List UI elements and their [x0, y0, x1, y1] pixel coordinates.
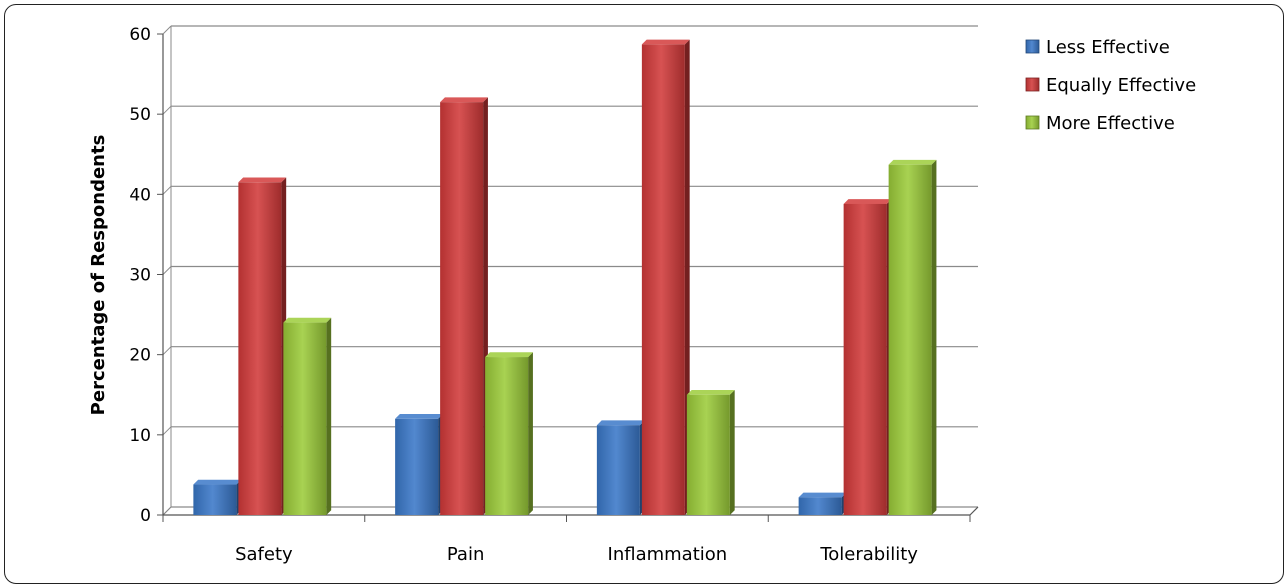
bar-top [238, 177, 287, 183]
y-tick-label: 20 [129, 346, 151, 366]
bar-side [931, 159, 937, 515]
gridline-side [162, 185, 172, 195]
legend-label: Less Effective [1046, 37, 1170, 58]
bar-front [798, 497, 842, 515]
y-tick-label: 40 [129, 185, 151, 205]
bar-top [843, 199, 892, 204]
gridline-side [162, 25, 172, 35]
y-axis-title: Percentage of Respondents [88, 135, 109, 416]
bar-front [283, 322, 327, 515]
legend-label: More Effective [1046, 113, 1175, 134]
legend-swatch [1025, 39, 1040, 54]
bar-top [440, 97, 488, 103]
gridline-side [162, 346, 172, 356]
labels: 0 10 20 30 40 50 60 Safety Pain Inflammation Toler… [88, 25, 918, 565]
bar-front [440, 102, 484, 516]
y-tick-label: 10 [129, 426, 151, 446]
legend-label: Equally Effective [1046, 75, 1196, 96]
bar-front [485, 357, 529, 515]
bar-more-effective-inflammation [686, 389, 735, 515]
bar-more-effective-safety [283, 317, 332, 515]
x-tick-label: Inflammation [608, 544, 728, 565]
bar-front [641, 44, 685, 516]
bar-top [798, 492, 847, 498]
bar-less-effective-inflammation [596, 420, 645, 515]
bar-equally-effective-inflammation [641, 39, 690, 516]
bar-more-effective-tolerability [888, 159, 937, 515]
bar-top [283, 317, 332, 323]
legend-item: Less Effective [1025, 37, 1170, 58]
bar-less-effective-pain [395, 414, 443, 515]
y-tick-label: 0 [140, 506, 151, 526]
bar-top [888, 159, 937, 165]
bar-top [641, 39, 690, 45]
gridline-side [162, 426, 172, 436]
bar-equally-effective-pain [440, 97, 488, 516]
legend-item: More Effective [1025, 113, 1175, 134]
bar-top [686, 389, 735, 395]
bar-equally-effective-tolerability [843, 199, 892, 516]
x-tick-label: Safety [235, 544, 293, 565]
x-tick-label: Pain [447, 544, 485, 565]
gridline-side [162, 266, 172, 275]
gridline-side [162, 105, 172, 115]
bar-more-effective-pain [485, 352, 533, 515]
y-tick-label: 50 [129, 105, 151, 125]
bar-front [888, 164, 932, 515]
legend-swatch [1025, 77, 1040, 92]
x-axis-depth [969, 506, 979, 516]
legend: Less Effective Equally Effective More Effe… [1025, 37, 1196, 134]
bar-top [485, 352, 533, 358]
y-tick-label: 30 [129, 266, 151, 286]
bar-less-effective-safety [193, 479, 242, 515]
bar-front [238, 182, 282, 515]
bar-less-effective-tolerability [798, 492, 847, 515]
bar-top [596, 420, 645, 426]
bar-top [193, 479, 242, 485]
bar-front [193, 484, 237, 515]
bar-front [843, 203, 887, 515]
legend-swatch [1025, 115, 1040, 130]
legend-item: Equally Effective [1025, 75, 1196, 96]
y-tick-label: 60 [129, 25, 151, 45]
bar-front [596, 425, 640, 515]
bar-top [395, 414, 443, 419]
bar-front [395, 418, 439, 515]
bar-front [686, 394, 730, 515]
x-tick-label: Tolerability [819, 544, 918, 565]
bar-side [528, 352, 533, 515]
bars [193, 39, 937, 516]
bar-side [729, 389, 735, 515]
bar-side [326, 317, 332, 515]
axis-depth-line [162, 506, 172, 516]
bar-equally-effective-safety [238, 177, 287, 515]
